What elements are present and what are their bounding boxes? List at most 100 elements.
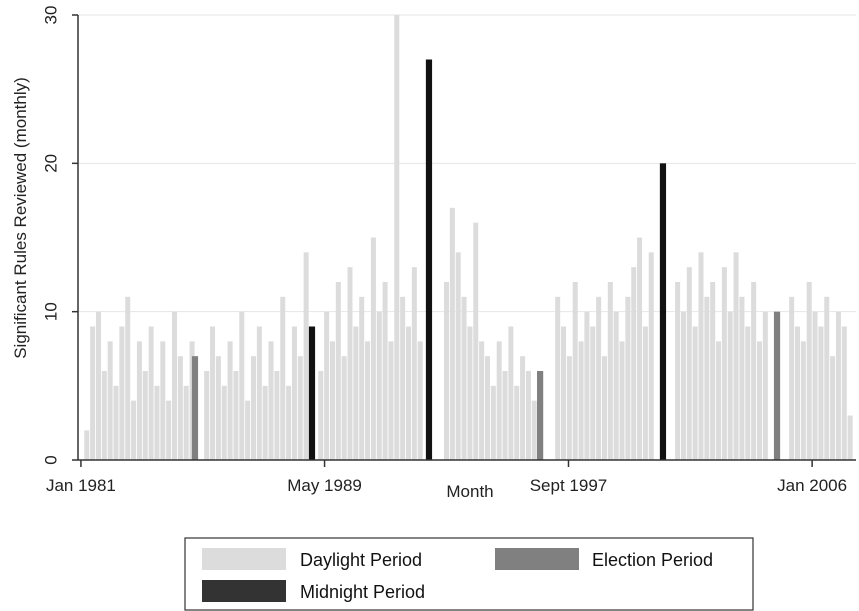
bar-daylight-period (95, 311, 101, 460)
y-ticks: 0 10 20 30 (41, 6, 78, 465)
bar-daylight-period (800, 341, 806, 460)
bar-daylight-period (329, 341, 335, 460)
bar-daylight-period (716, 341, 722, 460)
bar-daylight-period (286, 385, 292, 460)
bar-daylight-period (520, 356, 526, 460)
bar-daylight-period (637, 237, 643, 460)
bar-daylight-period (166, 400, 172, 460)
bar-daylight-period (704, 296, 710, 460)
bar-election-period (191, 356, 199, 460)
bar-daylight-period (411, 267, 417, 460)
bar-daylight-period (142, 371, 148, 460)
bar-daylight-period (160, 341, 166, 460)
bar-daylight-period (154, 385, 160, 460)
bar-daylight-period (107, 341, 113, 460)
bar-daylight-period (733, 252, 739, 460)
bar-daylight-period (400, 296, 406, 460)
bar-daylight-period (131, 400, 137, 460)
bar-daylight-period (376, 311, 382, 460)
bar-daylight-period (812, 311, 818, 460)
legend-swatch-daylight (202, 548, 286, 570)
bar-daylight-period (721, 267, 727, 460)
bar-daylight-period (502, 371, 508, 460)
bar-daylight-period (233, 371, 239, 460)
bar-daylight-period (751, 282, 757, 460)
bar-daylight-period (572, 282, 578, 460)
bar-daylight-period (484, 356, 490, 460)
legend-swatch-election (495, 548, 579, 570)
legend: Daylight Period Election Period Midnight… (184, 537, 754, 611)
bar-daylight-period (406, 326, 412, 460)
bar-daylight-period (148, 326, 154, 460)
bar-daylight-period (584, 311, 590, 460)
bar-daylight-period (578, 341, 584, 460)
bar-daylight-period (818, 326, 824, 460)
bar-daylight-period (388, 341, 394, 460)
bar-daylight-period (555, 296, 561, 460)
x-axis-title: Month (446, 482, 493, 501)
bar-daylight-period (417, 341, 423, 460)
bar-daylight-period (125, 296, 131, 460)
legend-swatch-midnight (202, 580, 286, 602)
bar-daylight-period (496, 341, 502, 460)
bar-daylight-period (648, 252, 654, 460)
bar-daylight-period (680, 311, 686, 460)
bar-daylight-period (444, 282, 450, 460)
bar-daylight-period (318, 371, 324, 460)
bar-daylight-period (172, 311, 178, 460)
bar-daylight-period (841, 326, 847, 460)
bar-daylight-period (84, 430, 90, 460)
bar-daylight-period (830, 356, 836, 460)
bar-daylight-period (789, 296, 795, 460)
x-tick-label: May 1989 (287, 476, 362, 495)
bar-daylight-period (210, 326, 216, 460)
bar-election-period (537, 371, 544, 460)
bar-daylight-period (291, 326, 297, 460)
bar-daylight-period (745, 326, 751, 460)
bar-daylight-period (835, 311, 841, 460)
bar-daylight-period (756, 341, 762, 460)
bar-daylight-period (710, 282, 716, 460)
bar-daylight-period (508, 326, 514, 460)
bar-daylight-period (467, 326, 473, 460)
bar-daylight-period (806, 282, 812, 460)
legend-label-midnight: Midnight Period (300, 582, 425, 602)
bar-daylight-period (698, 252, 704, 460)
bar-daylight-period (642, 326, 648, 460)
y-tick-label: 10 (41, 302, 60, 321)
legend-label-daylight: Daylight Period (300, 550, 422, 570)
bar-daylight-period (631, 267, 637, 460)
bar-daylight-period (613, 311, 619, 460)
bar-daylight-period (479, 341, 485, 460)
legend-label-election: Election Period (592, 550, 713, 570)
x-tick-label: Sept 1997 (530, 476, 608, 495)
bar-daylight-period (113, 385, 119, 460)
bar-daylight-period (347, 267, 353, 460)
bar-daylight-period (531, 400, 537, 460)
y-tick-label: 20 (41, 154, 60, 173)
bar-daylight-period (297, 356, 303, 460)
bar-daylight-period (625, 296, 631, 460)
bar-daylight-period (215, 356, 221, 460)
bar-daylight-period (101, 371, 107, 460)
bar-daylight-period (847, 415, 853, 460)
bar-daylight-period (607, 282, 613, 460)
bar-daylight-period (268, 341, 274, 460)
bar-daylight-period (449, 207, 455, 460)
bar-daylight-period (204, 371, 210, 460)
bar-election-period (773, 311, 781, 460)
bar-daylight-period (686, 267, 692, 460)
bar-daylight-period (365, 341, 371, 460)
bar-daylight-period (566, 356, 572, 460)
x-ticks: Jan 1981 May 1989 Sept 1997 Jan 2006 (46, 460, 847, 495)
bar-daylight-period (250, 356, 256, 460)
bar-daylight-period (119, 326, 125, 460)
bar-daylight-period (490, 385, 496, 460)
bar-daylight-period (473, 222, 479, 460)
y-axis-title: Significant Rules Reviewed (monthly) (11, 77, 30, 359)
bar-midnight-period (659, 163, 667, 461)
x-tick-label: Jan 2006 (777, 476, 847, 495)
bar-daylight-period (90, 326, 96, 460)
axes (77, 15, 856, 461)
